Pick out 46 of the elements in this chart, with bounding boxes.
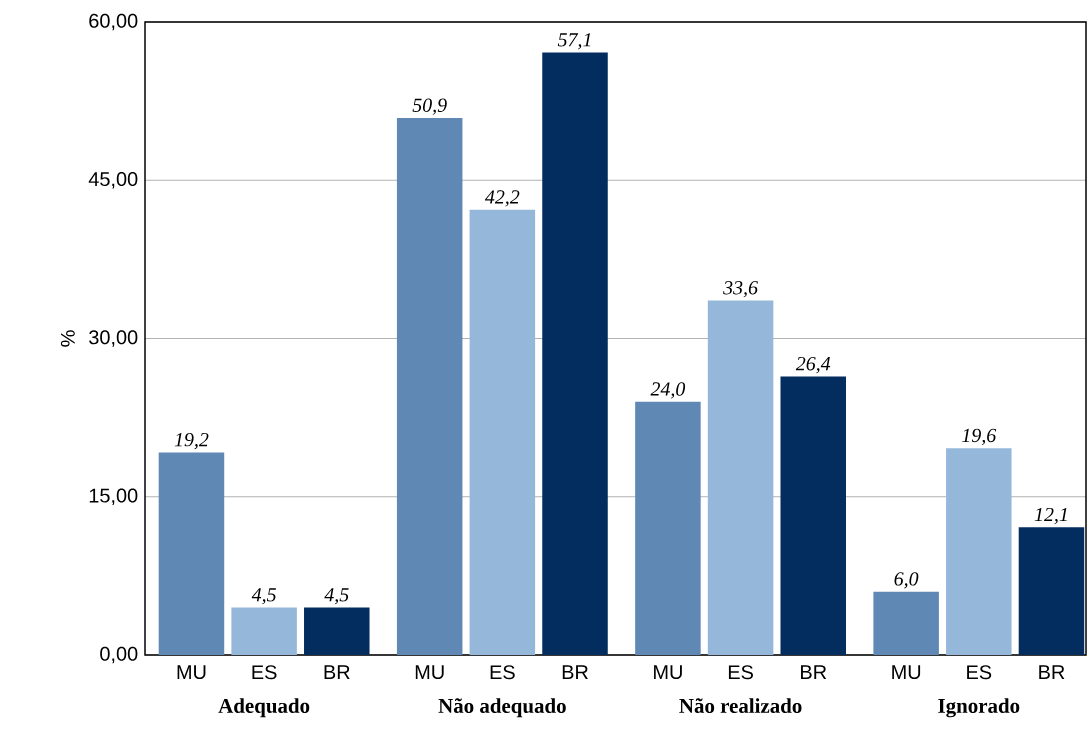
bar [158, 452, 225, 655]
bar [231, 607, 297, 655]
data-label: 19,6 [962, 428, 997, 446]
x-tick-label: Não adequado [438, 698, 566, 718]
x-tick-label: Adequado [218, 698, 310, 718]
y-axis-title: % [60, 330, 75, 347]
data-label: 4,5 [324, 588, 349, 605]
text: BR [801, 665, 827, 679]
text: MU [415, 665, 444, 680]
y-tick-label: 0,00 [100, 646, 138, 664]
text: MU [654, 665, 682, 680]
bar [396, 117, 463, 655]
data-label: 42,2 [484, 190, 520, 207]
bar [780, 376, 846, 655]
y-tick-label: 45,00 [88, 172, 138, 189]
y-tick-label: 15,00 [89, 488, 138, 505]
x-tick-label: Não realizado [679, 698, 802, 713]
bar [304, 607, 370, 655]
data-label: 33,6 [723, 281, 758, 298]
bar [707, 300, 774, 655]
data-label: 50,9 [412, 98, 447, 115]
data-label: 19,2 [174, 432, 209, 450]
bar [469, 209, 536, 655]
text: ES [490, 665, 515, 680]
data-label: 12,1 [1034, 507, 1067, 525]
x-tick-label: Ignorado [938, 698, 1020, 718]
data-label: 6,0 [894, 572, 919, 589]
bar [542, 52, 608, 655]
data-label: 57,1 [557, 33, 591, 50]
series-label: ES [252, 665, 277, 680]
bar [1018, 527, 1085, 655]
text: MU [892, 665, 921, 680]
text: ES [728, 665, 753, 680]
data-label: 4,5 [251, 588, 276, 605]
bar [635, 401, 701, 655]
y-tick-label: 30,00 [89, 330, 138, 347]
text: BR [562, 665, 588, 679]
bar [946, 448, 1012, 655]
series-label: BR [324, 665, 350, 679]
text: BR [1039, 665, 1065, 679]
y-tick-label: 60,00 [89, 13, 138, 31]
data-label: 26,4 [795, 357, 831, 374]
bar [873, 591, 939, 655]
text: ES [967, 665, 992, 680]
data-label: 24,0 [650, 382, 686, 399]
series-label: MU [177, 665, 206, 680]
